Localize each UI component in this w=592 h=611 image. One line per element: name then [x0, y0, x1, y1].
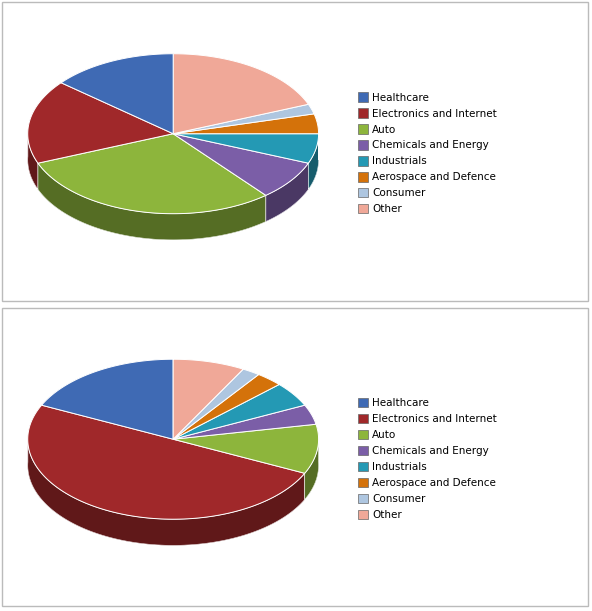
Polygon shape [38, 134, 266, 214]
Polygon shape [173, 54, 308, 134]
Polygon shape [173, 369, 259, 439]
Polygon shape [173, 134, 308, 196]
Polygon shape [41, 359, 173, 439]
Polygon shape [308, 134, 318, 189]
Polygon shape [173, 134, 318, 163]
Polygon shape [173, 54, 308, 134]
Polygon shape [266, 163, 308, 222]
Polygon shape [305, 436, 318, 499]
Polygon shape [173, 424, 318, 474]
Polygon shape [173, 369, 259, 439]
Polygon shape [173, 134, 308, 196]
Polygon shape [28, 82, 173, 163]
Polygon shape [173, 424, 318, 474]
Polygon shape [38, 163, 266, 240]
Polygon shape [173, 384, 305, 439]
Polygon shape [173, 104, 314, 134]
Polygon shape [173, 405, 316, 439]
Polygon shape [28, 405, 305, 519]
Polygon shape [28, 436, 305, 546]
Polygon shape [173, 375, 279, 439]
Polygon shape [41, 359, 173, 439]
Polygon shape [173, 359, 243, 439]
Legend: Healthcare, Electronics and Internet, Auto, Chemicals and Energy, Industrials, A: Healthcare, Electronics and Internet, Au… [356, 90, 499, 216]
Legend: Healthcare, Electronics and Internet, Auto, Chemicals and Energy, Industrials, A: Healthcare, Electronics and Internet, Au… [356, 396, 499, 522]
Polygon shape [173, 104, 314, 134]
Polygon shape [61, 54, 173, 134]
Polygon shape [61, 54, 173, 134]
Polygon shape [28, 405, 305, 519]
Polygon shape [173, 114, 318, 134]
Polygon shape [173, 114, 318, 134]
Polygon shape [173, 359, 243, 439]
Polygon shape [28, 82, 173, 163]
Polygon shape [38, 163, 266, 240]
Polygon shape [38, 134, 266, 214]
Polygon shape [28, 130, 38, 189]
Polygon shape [173, 375, 279, 439]
Polygon shape [173, 384, 305, 439]
Polygon shape [305, 436, 318, 499]
Polygon shape [28, 130, 38, 189]
Polygon shape [173, 134, 318, 163]
Polygon shape [28, 436, 305, 546]
Polygon shape [173, 405, 316, 439]
Polygon shape [308, 134, 318, 189]
Polygon shape [266, 163, 308, 222]
